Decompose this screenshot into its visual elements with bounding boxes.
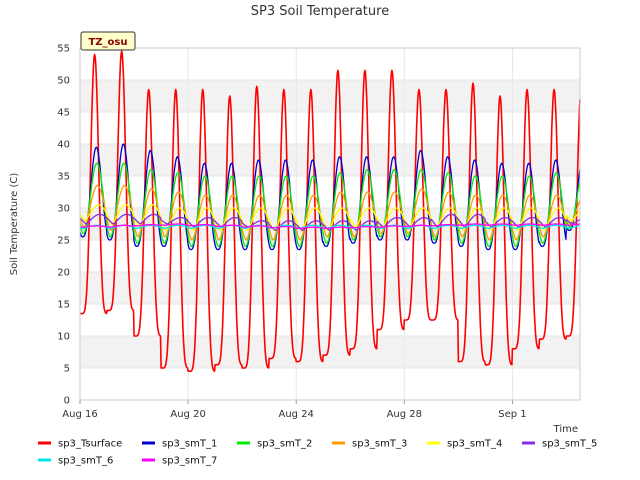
legend-item-sp3-Tsurface: sp3_Tsurface (38, 439, 122, 450)
chart-title: SP3 Soil Temperature (251, 4, 389, 19)
y-tick-label: 50 (57, 76, 70, 87)
y-tick-label: 10 (57, 332, 70, 343)
y-tick-label: 0 (64, 396, 70, 407)
y-axis-label: Soil Temperature (C) (9, 173, 20, 276)
grid-band (80, 80, 580, 112)
x-axis-ticks: Aug 16 Aug 20 Aug 24 Aug 28 Sep 1 (62, 400, 527, 420)
legend-label: sp3_smT_2 (257, 439, 312, 450)
y-tick-label: 5 (64, 364, 70, 375)
x-axis-label: Time (553, 424, 578, 435)
x-tick-label: Sep 1 (498, 409, 526, 420)
y-tick-label: 30 (57, 204, 70, 215)
tz-annotation-text: TZ_osu (88, 37, 127, 48)
legend-label: sp3_Tsurface (58, 439, 122, 450)
y-tick-label: 40 (57, 140, 70, 151)
series-line-sp3-Tsurface (79, 50, 581, 372)
y-tick-label: 15 (57, 300, 70, 311)
tz-annotation: TZ_osu (80, 31, 136, 51)
y-tick-label: 45 (57, 108, 70, 119)
legend-label: sp3_smT_1 (162, 439, 217, 450)
legend-label: sp3_smT_6 (58, 456, 113, 467)
plot-frame (79, 47, 581, 401)
series-line-sp3-smT-2 (79, 162, 581, 248)
y-tick-label: 25 (57, 236, 70, 247)
y-tick-label: 35 (57, 172, 70, 183)
series-lines (79, 50, 581, 372)
legend: sp3_Tsurface sp3_smT_1 sp3_smT_2 sp3_smT_3 s… (38, 439, 597, 467)
series-line-sp3-smT-7 (79, 223, 581, 230)
legend-item-sp3-smT-5: sp3_smT_5 (522, 439, 597, 450)
x-tick-label: Aug 16 (62, 409, 97, 420)
legend-label: sp3_smT_4 (447, 439, 502, 450)
grid-band (80, 144, 580, 176)
legend-item-sp3-smT-1: sp3_smT_1 (142, 439, 217, 450)
legend-label: sp3_smT_3 (352, 439, 407, 450)
legend-item-sp3-smT-4: sp3_smT_4 (427, 439, 502, 450)
x-tick-label: Aug 28 (387, 409, 422, 420)
series-line-sp3-smT-5 (79, 213, 581, 232)
y-tick-label: 55 (57, 44, 70, 55)
y-tick-label: 20 (57, 268, 70, 279)
x-tick-label: Aug 24 (278, 409, 313, 420)
y-axis-ticks: 0 5 10 15 20 25 30 35 40 45 50 55 (57, 44, 70, 407)
legend-item-sp3-smT-7: sp3_smT_7 (142, 456, 217, 467)
grid-band (80, 336, 580, 368)
tz-annotation-box (80, 31, 136, 51)
x-tick-label: Aug 20 (170, 409, 205, 420)
grid-band (80, 272, 580, 304)
legend-label: sp3_smT_5 (542, 439, 597, 450)
legend-label: sp3_smT_7 (162, 456, 217, 467)
legend-item-sp3-smT-6: sp3_smT_6 (38, 456, 113, 467)
legend-item-sp3-smT-3: sp3_smT_3 (332, 439, 407, 450)
legend-item-sp3-smT-2: sp3_smT_2 (237, 439, 312, 450)
